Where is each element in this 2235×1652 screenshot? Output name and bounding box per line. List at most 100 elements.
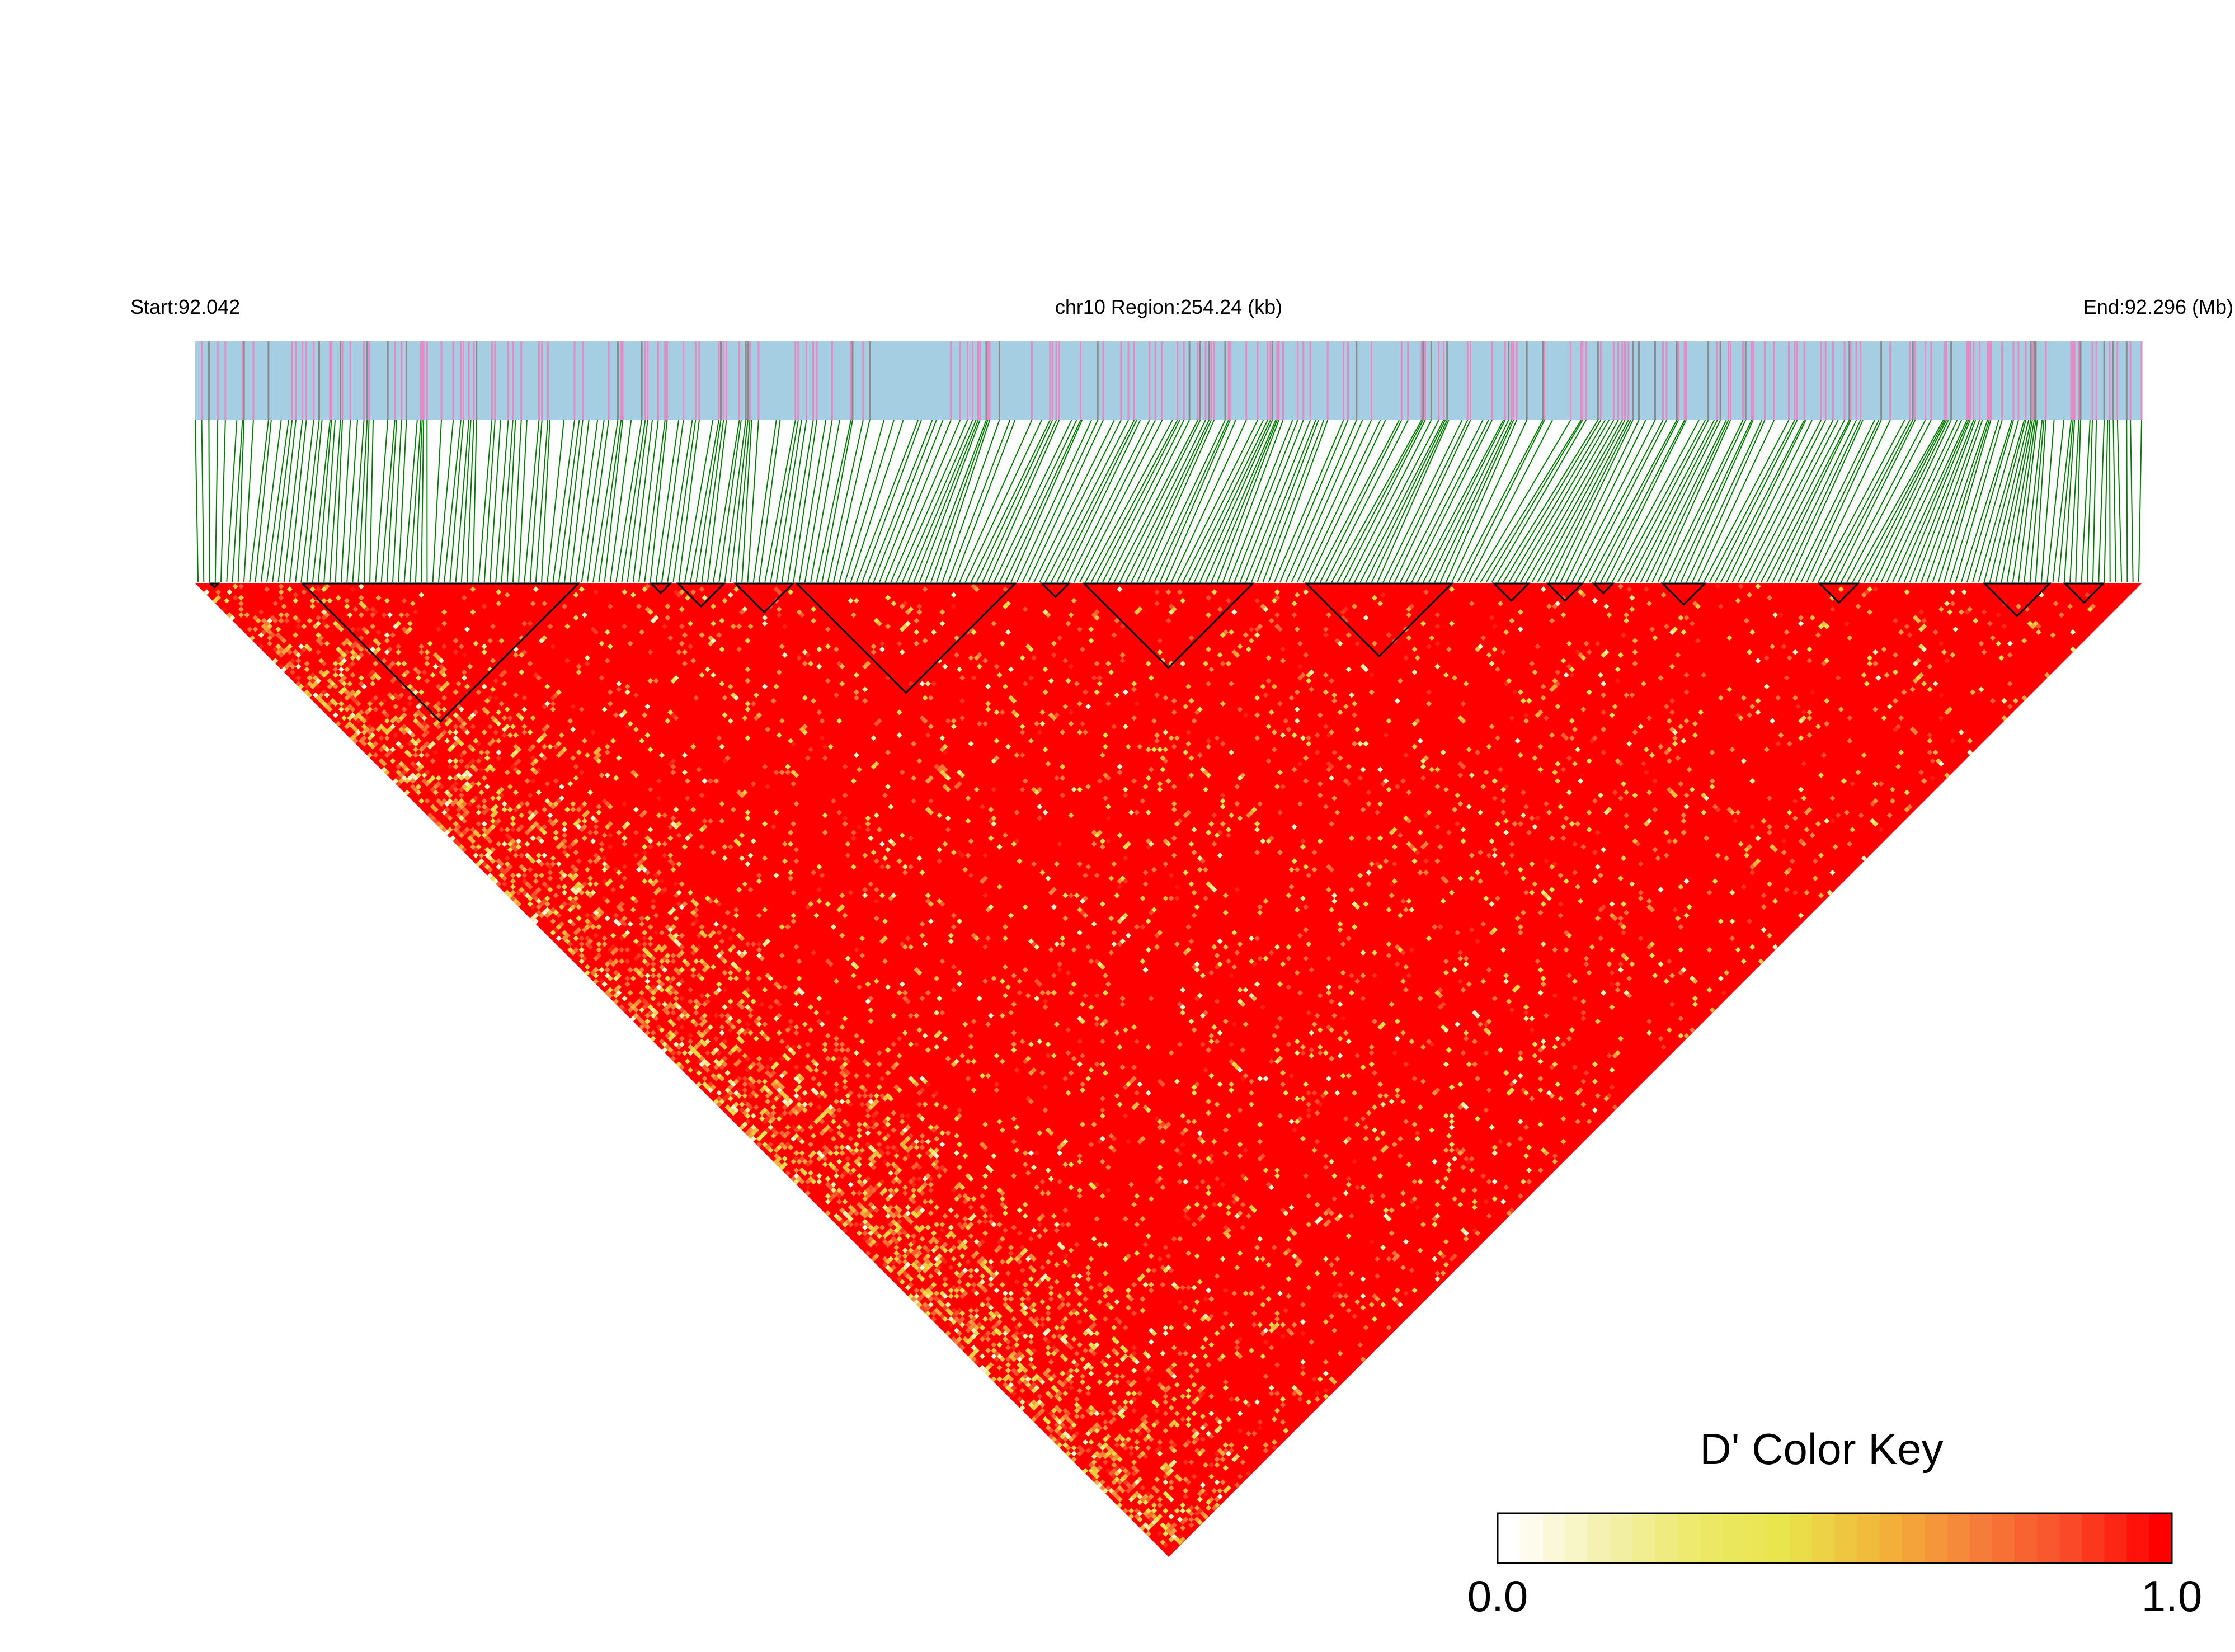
color-key-swatch [1947, 1513, 1970, 1563]
snp-connector-line [1079, 420, 1163, 583]
snp-connector-line [1371, 420, 1448, 583]
snp-connector-line [764, 420, 796, 583]
snp-connector-line [226, 420, 238, 583]
snp-connector-line [1663, 420, 1744, 583]
snp-connector-line [214, 420, 219, 583]
snp-connector-line [1434, 420, 1513, 583]
ld-block-outline [649, 582, 672, 595]
snp-connector-line [1067, 420, 1150, 583]
color-key-title: D' Color Key [1700, 1424, 1943, 1474]
snp-connector-line [535, 420, 549, 583]
snp-connector-line [752, 420, 777, 583]
ld-cell-group [1646, 715, 1653, 721]
ld-block-outline [1039, 582, 1071, 599]
snp-connector-line [392, 420, 402, 583]
snp-connector-line [947, 420, 1011, 583]
chart-title: chr10 Region:254.24 (kb) [1055, 295, 1282, 318]
snp-connector-line [1462, 420, 1545, 583]
snp-connector-line [1800, 420, 1880, 583]
snp-connector-line [930, 420, 989, 583]
snp-connector-line [655, 420, 680, 583]
snp-connector-line [312, 420, 331, 583]
snp-connector-line [1714, 420, 1798, 583]
snp-connector-line [1926, 420, 1983, 583]
snp-connector-line [999, 420, 1077, 583]
snp-connector-line [713, 420, 740, 583]
snp-connector-line [1285, 420, 1357, 583]
color-key-swatch [1925, 1513, 1948, 1563]
snp-connector-line [1250, 420, 1316, 583]
snp-connector-line [1319, 420, 1403, 583]
snp-connector-line [1182, 420, 1264, 583]
ld-cell-group [315, 615, 322, 621]
snp-connector-line [260, 420, 282, 583]
snp-connector-line [1583, 420, 1667, 583]
snp-connector-line [924, 420, 987, 583]
snp-connector-line [1795, 420, 1875, 583]
snp-connector-line [1983, 420, 2026, 583]
snp-connector-line [1227, 420, 1293, 583]
snp-connector-line [1165, 420, 1236, 583]
snp-connector-line [2024, 420, 2043, 583]
snp-connector-line [1159, 420, 1231, 583]
snp-connector-line [1457, 420, 1544, 583]
snp-connector-line [1170, 420, 1247, 583]
snp-connector-line [1955, 420, 2003, 583]
snp-connector-line [1978, 420, 2025, 583]
snp-connector-line [1050, 420, 1135, 583]
snp-connector-line [243, 420, 254, 583]
color-key-swatch [1520, 1513, 1544, 1563]
snp-connector-line [1257, 420, 1319, 583]
snp-connector-line [730, 420, 749, 583]
snp-connector-line [495, 420, 509, 583]
ld-cell-group [458, 723, 464, 729]
snp-connector-line [781, 420, 807, 583]
snp-connector-line [976, 420, 1053, 583]
snp-connector-line [873, 420, 937, 583]
ld-cell-group [1311, 1376, 1318, 1382]
color-key-swatch [2082, 1513, 2105, 1563]
snp-connector-line [1526, 420, 1619, 583]
snp-connector-line [398, 420, 407, 583]
snp-connector-line [1039, 420, 1122, 583]
snp-connector-line [718, 420, 742, 583]
snp-connector-line [2029, 420, 2045, 583]
snp-connector-line [1268, 420, 1329, 583]
color-key-swatch [1722, 1513, 1745, 1563]
snp-connector-line [2040, 420, 2055, 583]
snp-connector-line [1124, 420, 1206, 583]
snp-connector-line [1302, 420, 1381, 583]
snp-connector-line [564, 420, 584, 583]
snp-connector-line [1417, 420, 1504, 583]
ld-block-outline [1545, 582, 1584, 602]
snp-connector-line [1314, 420, 1400, 583]
color-key-swatch [1744, 1513, 1768, 1563]
snp-connector-line [512, 420, 522, 583]
snp-connector-line [1142, 420, 1215, 583]
ld-block-outline [1304, 582, 1454, 658]
snp-connector-line [1857, 420, 1946, 583]
snp-connector-line [1937, 420, 1990, 583]
snp-connector-line [1760, 420, 1845, 583]
snp-connector-line [1131, 420, 1210, 583]
snp-connector-line [827, 420, 864, 583]
snp-connector-line [1617, 420, 1706, 583]
snp-connector-line [1680, 420, 1754, 583]
snp-connector-line [964, 420, 1042, 583]
snp-connector-line [953, 420, 1016, 583]
snp-connector-line [1439, 420, 1514, 583]
snp-connector-line [541, 420, 550, 583]
snp-connector-line [684, 420, 714, 583]
snp-connector-line [346, 420, 358, 583]
snp-connector-line [2104, 420, 2109, 583]
snp-connector-line [490, 420, 501, 583]
snp-connector-line [896, 420, 968, 583]
snp-connector-line [1629, 420, 1715, 583]
color-key-max-label: 1.0 [2142, 1571, 2202, 1621]
snp-connector-line [1291, 420, 1363, 583]
color-key-swatch [1834, 1513, 1858, 1563]
color-key-swatch [1565, 1513, 1588, 1563]
color-key-swatch [2014, 1513, 2038, 1563]
snp-connector-line [650, 420, 668, 583]
snp-connector-line [844, 420, 895, 583]
